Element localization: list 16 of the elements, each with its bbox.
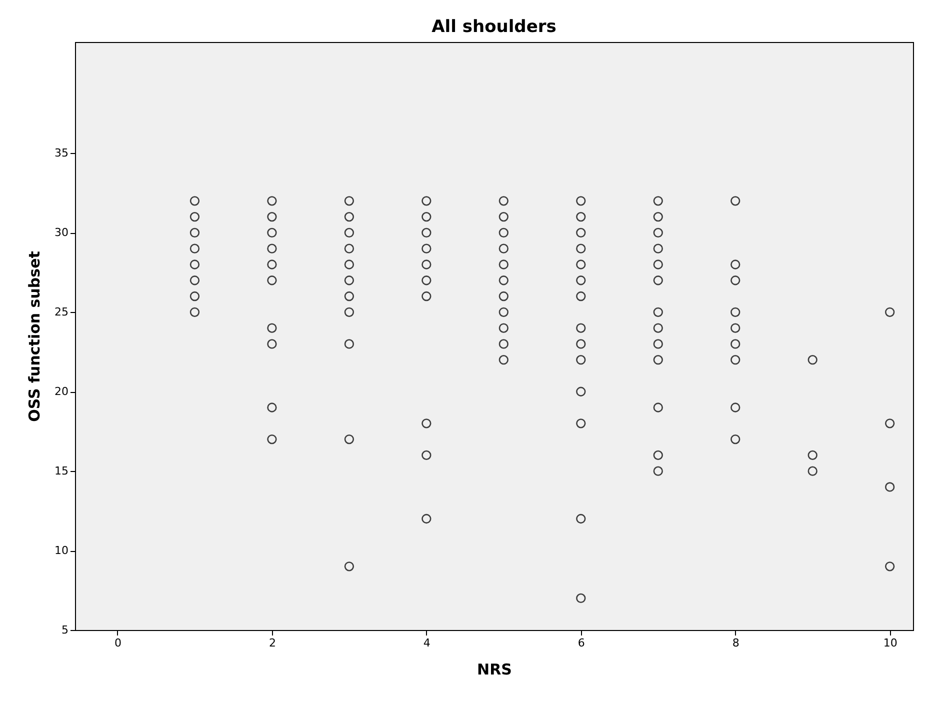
y-tick-label: 10: [54, 544, 68, 558]
x-tick-label: 6: [578, 636, 585, 650]
y-tick-label: 35: [54, 146, 68, 160]
y-tick-label: 25: [54, 306, 68, 319]
x-tick-label: 8: [732, 636, 740, 650]
x-tick-label: 2: [268, 636, 276, 650]
y-tick-label: 5: [62, 624, 68, 636]
x-tick-label: 4: [423, 636, 430, 650]
x-tick-label: 0: [114, 636, 122, 650]
y-axis-title: OSS function subset: [26, 251, 44, 422]
x-axis-title: NRS: [477, 660, 512, 678]
y-tick-label: 20: [54, 385, 68, 398]
y-tick-label: 30: [54, 226, 68, 240]
y-tick-label: 15: [54, 464, 68, 478]
chart-title: All shoulders: [432, 17, 556, 37]
x-tick-label: 10: [883, 636, 898, 650]
